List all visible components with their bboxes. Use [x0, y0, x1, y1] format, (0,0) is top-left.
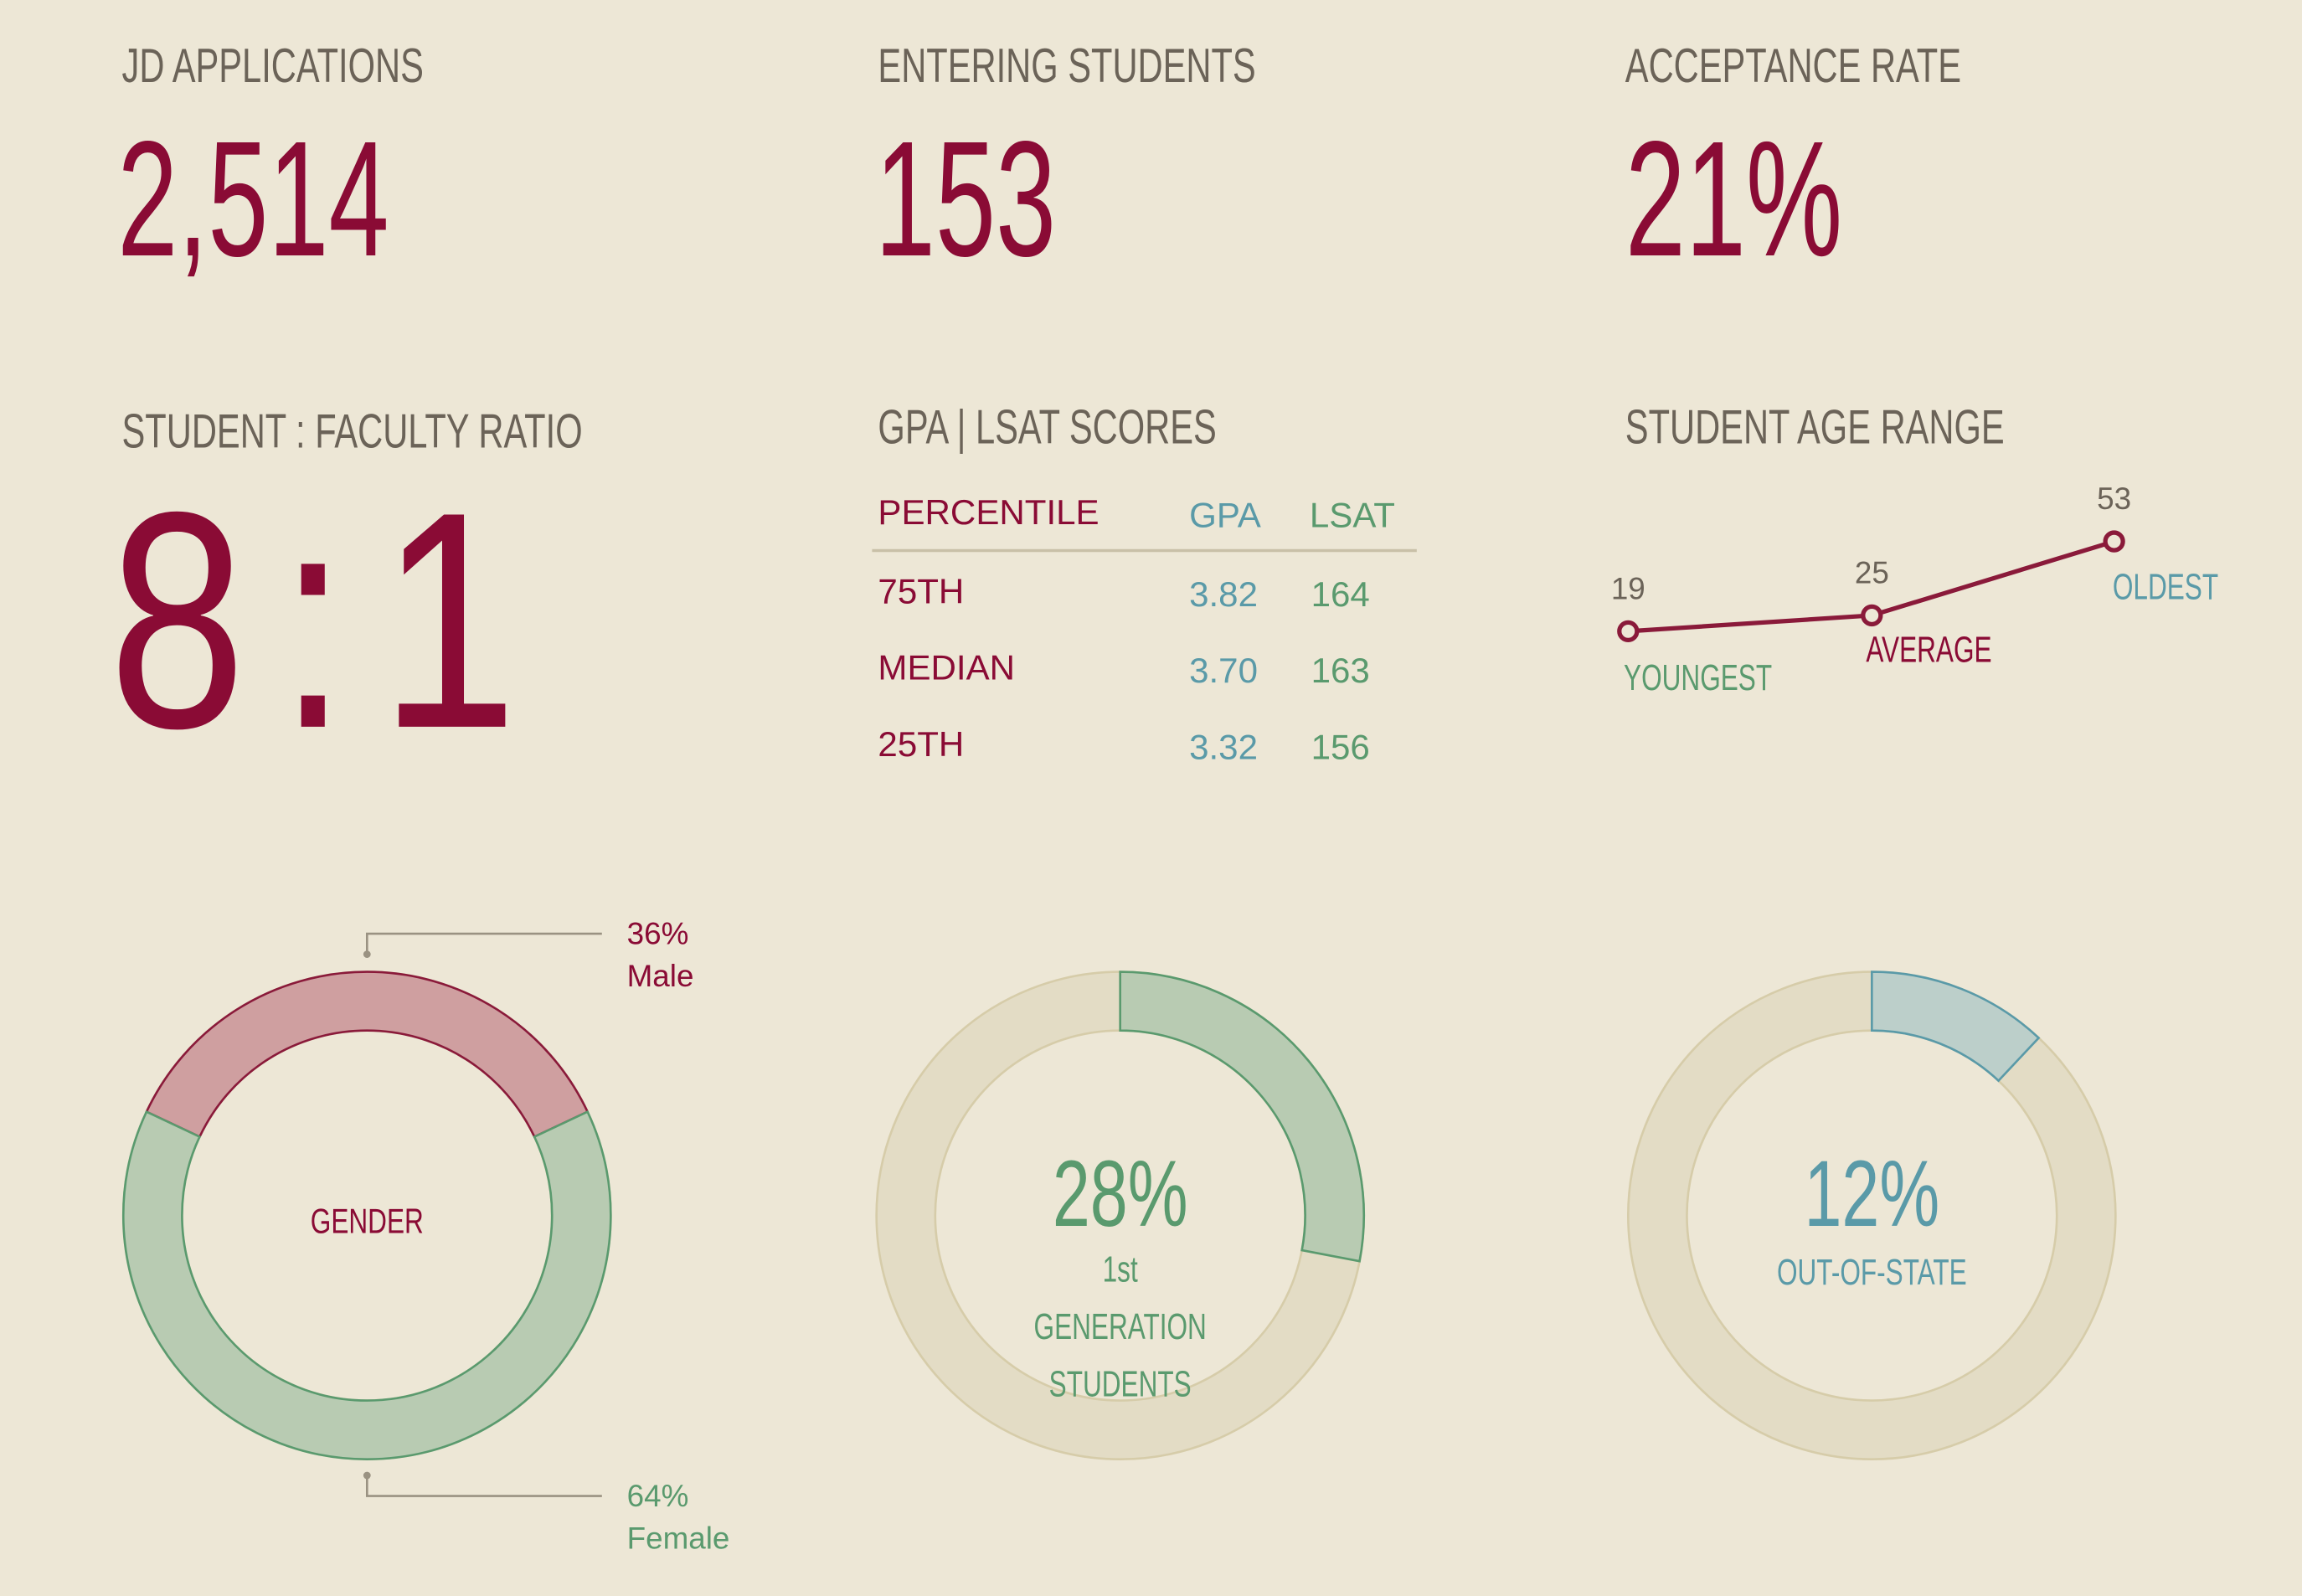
donut-segment — [145, 970, 590, 1139]
stat-value: 21% — [1625, 106, 1843, 291]
stat-value: 2,514 — [117, 106, 389, 291]
donut-title-text: 1st GENERATION STUDENTS — [1033, 1248, 1207, 1404]
stat-label: ACCEPTANCE RATE — [1625, 38, 1961, 93]
age-category: AVERAGE — [1866, 630, 1992, 672]
callout-dot — [363, 950, 371, 958]
donut-value-label: 12% — [1804, 1140, 1940, 1247]
stat-value: 153 — [874, 106, 1057, 291]
age-title: STUDENT AGE RANGE — [1625, 399, 2005, 454]
donut-segment — [1871, 970, 2041, 1083]
column-header: LSAT — [1309, 496, 1395, 536]
donut-title: OUT-OF-STATE — [1776, 1252, 1967, 1294]
age-value-label: 19 — [1611, 571, 1645, 605]
age-point — [1861, 604, 1883, 627]
donut-title: GENDER — [310, 1202, 424, 1243]
donut-segment — [1119, 970, 1366, 1263]
donut-title: 1st GENERATION STUDENTS — [993, 1242, 1247, 1413]
column-header: PERCENTILE — [878, 493, 1100, 533]
table-cell: 3.32 — [1189, 728, 1258, 768]
table-cell: 3.82 — [1189, 575, 1258, 615]
column-header: GPA — [1189, 496, 1261, 536]
stat-label: JD APPLICATIONS — [121, 38, 424, 93]
donut-value-label: 64% — [626, 1480, 689, 1514]
donut-category: Female — [626, 1522, 730, 1557]
table-cell: 156 — [1311, 728, 1370, 768]
callout-line — [365, 932, 602, 955]
callout-line — [365, 1475, 602, 1497]
table-cell: 75TH — [878, 572, 965, 613]
donut-value-label: 36% — [626, 917, 689, 952]
table-cell: 3.70 — [1189, 651, 1258, 692]
age-value-label: 25 — [1855, 555, 1889, 589]
table-cell: MEDIAN — [878, 648, 1016, 689]
ratio-value: 8:1 — [108, 447, 551, 793]
callout-dot — [363, 1471, 371, 1480]
stat-label: ENTERING STUDENTS — [878, 38, 1256, 93]
table-cell: 163 — [1311, 651, 1370, 692]
table-cell: 164 — [1311, 575, 1370, 615]
donut-value-label: 28% — [1052, 1140, 1188, 1247]
donut-category: Male — [626, 960, 694, 994]
table-cell: 25TH — [878, 725, 965, 765]
age-point — [2103, 530, 2125, 553]
ratio-label: STUDENT : FACULTY RATIO — [121, 404, 583, 458]
age-point — [1617, 620, 1640, 643]
age-value-label: 53 — [2097, 481, 2131, 516]
donut-segment — [121, 1109, 612, 1460]
scores-title: GPA | LSAT SCORES — [878, 399, 1217, 454]
age-category: OLDEST — [2112, 566, 2219, 608]
age-category: YOUNGEST — [1624, 657, 1773, 699]
